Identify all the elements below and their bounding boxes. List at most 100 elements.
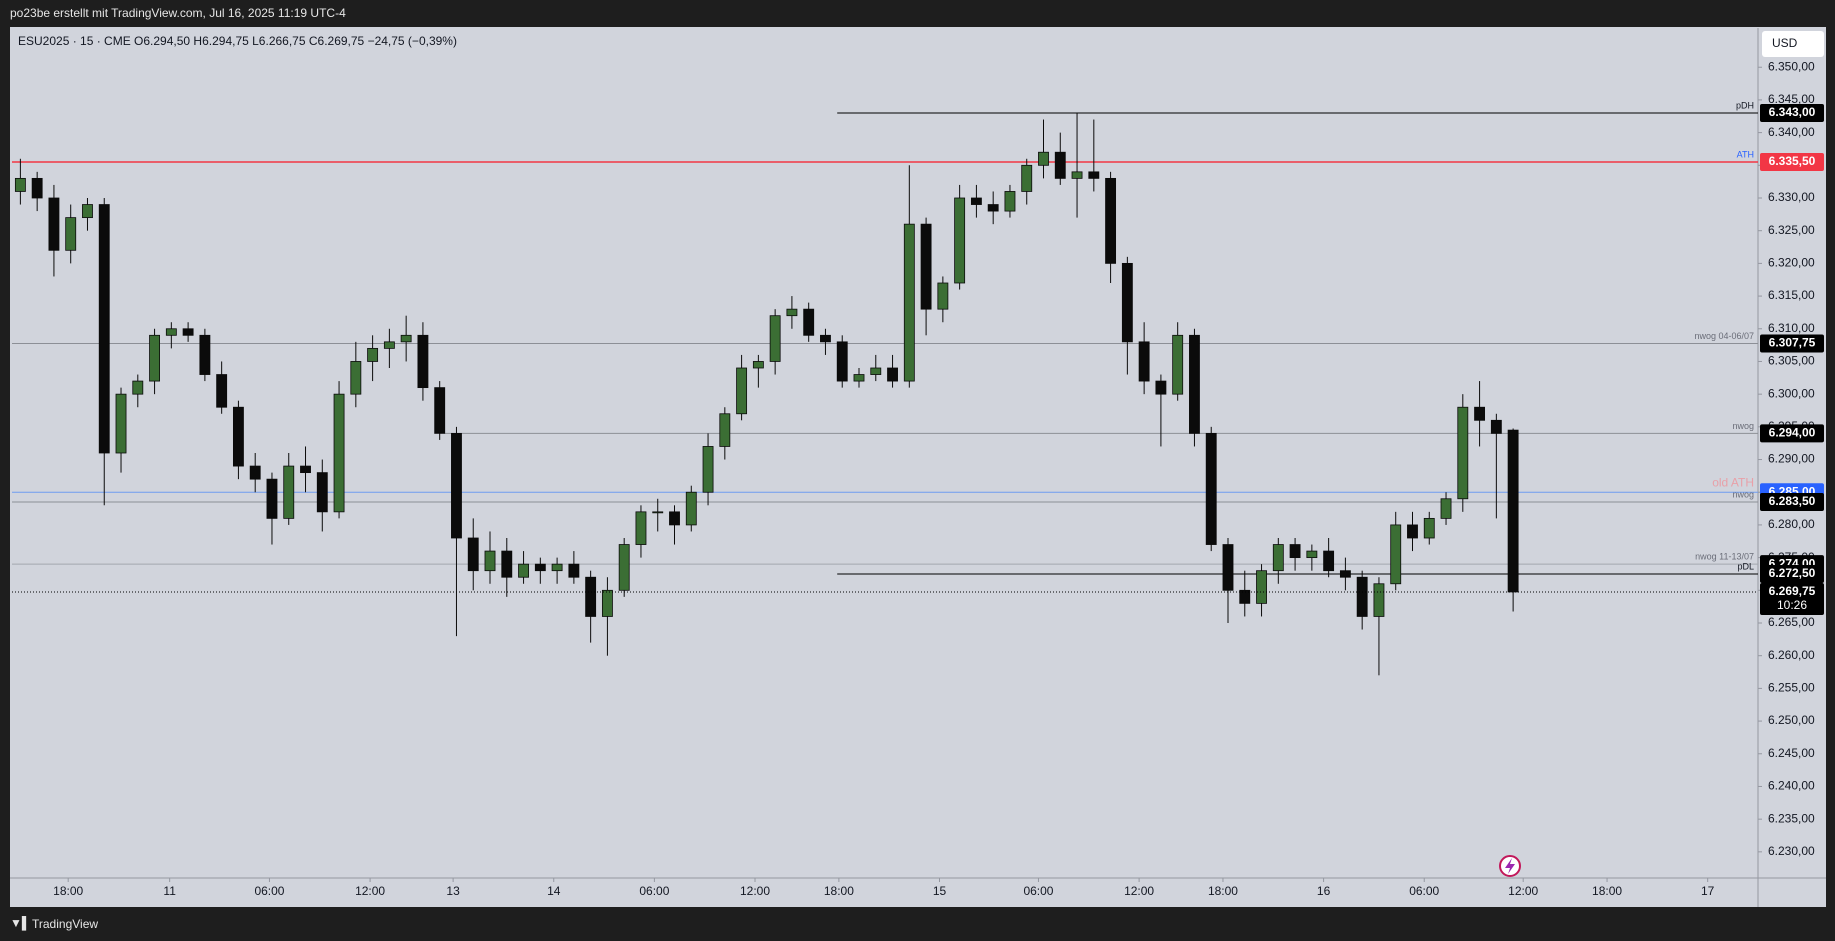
candle-body: [1189, 334, 1200, 434]
candle-body: [199, 334, 211, 375]
y-tick-label: 6.320,00: [1768, 256, 1815, 270]
last-price-tag: [1760, 582, 1824, 615]
candle-body: [568, 563, 580, 578]
candle-body: [31, 177, 43, 199]
currency-button[interactable]: [1762, 31, 1824, 57]
price-tag-label: 6.294,00: [1769, 426, 1816, 440]
chart-background: [10, 27, 1826, 907]
candle-body: [1474, 406, 1486, 421]
candle-body: [1239, 589, 1251, 604]
x-tick-label: 12:00: [740, 884, 770, 898]
candle-body: [1423, 517, 1435, 539]
level-name: pDL: [1737, 561, 1754, 571]
price-tag-label: 6.335,50: [1769, 154, 1816, 168]
candle-body: [132, 380, 144, 395]
level-name: nwog: [1732, 489, 1754, 499]
y-tick-label: 6.300,00: [1768, 386, 1815, 400]
x-tick-label: 12:00: [1508, 884, 1538, 898]
candle-body: [1222, 544, 1234, 591]
candle-body: [484, 550, 496, 572]
candle-body: [48, 197, 60, 251]
candle-body: [451, 432, 462, 539]
candle-body: [903, 223, 915, 382]
level-name: old ATH: [1712, 475, 1754, 489]
x-tick-label: 16: [1317, 884, 1331, 898]
candle-body: [551, 563, 563, 572]
candle-body: [1138, 341, 1150, 382]
level-name: pDH: [1736, 100, 1754, 110]
y-tick-label: 6.315,00: [1768, 288, 1815, 302]
candle-body: [1289, 544, 1301, 559]
candle-body: [165, 328, 177, 336]
candle-body: [14, 177, 26, 192]
x-tick-label: 06:00: [1409, 884, 1439, 898]
level-name: nwog 11-13/07: [1695, 552, 1754, 562]
candle-body: [1088, 171, 1100, 179]
candle-body: [300, 465, 311, 474]
candle-body: [182, 328, 194, 336]
candle-body: [702, 446, 714, 493]
y-tick-label: 6.310,00: [1768, 321, 1815, 335]
price-tag: [1760, 493, 1824, 512]
candle-body: [333, 393, 345, 513]
candle-body: [400, 334, 412, 343]
x-tick-label: 13: [446, 884, 460, 898]
price-tag: [1760, 564, 1824, 583]
logo-mark: ▼▌: [10, 916, 31, 930]
candle-body: [685, 491, 697, 526]
candle-body: [1356, 576, 1368, 617]
candle-body: [1272, 544, 1284, 572]
candle-body: [803, 308, 815, 336]
candle-body: [937, 282, 949, 310]
header-text: po23be erstellt mit TradingView.com, Jul…: [10, 6, 346, 20]
candle-body: [518, 563, 529, 578]
candle-body: [1373, 583, 1385, 617]
x-tick-label: 06:00: [639, 884, 669, 898]
x-tick-label: 18:00: [53, 884, 83, 898]
x-tick-label: 06:00: [1023, 884, 1053, 898]
candle-body: [1256, 570, 1267, 604]
y-tick-label: 6.235,00: [1768, 811, 1815, 825]
candle-body: [1507, 429, 1519, 593]
price-tag: [1760, 153, 1824, 172]
x-tick-label: 11: [163, 884, 176, 898]
currency[interactable]: USD: [1772, 36, 1798, 50]
candle-body: [1205, 432, 1217, 545]
y-tick-label: 6.260,00: [1768, 648, 1815, 662]
y-tick-label: 6.345,00: [1768, 92, 1815, 106]
y-tick-label: 6.325,00: [1768, 223, 1815, 237]
y-tick-label: 6.265,00: [1768, 615, 1815, 629]
candle-body: [1457, 406, 1469, 500]
candle-body: [1038, 151, 1049, 166]
candle-body: [1121, 262, 1133, 343]
candle-body: [1323, 550, 1335, 572]
candle-body: [350, 361, 362, 395]
price-tag-label: 6.283,50: [1769, 494, 1816, 508]
candle-body: [1021, 164, 1033, 192]
y-tick-label: 6.340,00: [1768, 125, 1815, 139]
price-tag: [1760, 104, 1824, 122]
candle-body: [719, 413, 731, 447]
candle-body: [383, 341, 395, 349]
y-tick-label: 6.250,00: [1768, 713, 1815, 727]
x-tick-label: 18:00: [824, 884, 854, 898]
candle-body: [534, 563, 546, 572]
candle-body: [149, 334, 160, 382]
candle-body: [1004, 191, 1016, 212]
y-tick-label: 6.280,00: [1768, 517, 1815, 531]
y-tick-label: 6.255,00: [1768, 681, 1815, 695]
candle-body: [954, 197, 966, 284]
level-name: nwog: [1732, 421, 1754, 431]
x-tick-label: 06:00: [254, 884, 284, 898]
candle-body: [467, 537, 479, 572]
candle-body: [752, 361, 764, 369]
y-tick-label: 6.230,00: [1768, 844, 1815, 858]
bottom-bar: ▼▌ TradingView: [0, 907, 1835, 941]
candle-body: [417, 334, 429, 389]
y-tick-label: 6.330,00: [1768, 190, 1815, 204]
chart-body: ESU2025 · 15 · CME O6.294,50 H6.294,75 L…: [10, 28, 1826, 907]
candle-body: [367, 347, 379, 362]
alert-icon[interactable]: [1499, 855, 1521, 877]
y-tick-label: 6.245,00: [1768, 746, 1815, 760]
